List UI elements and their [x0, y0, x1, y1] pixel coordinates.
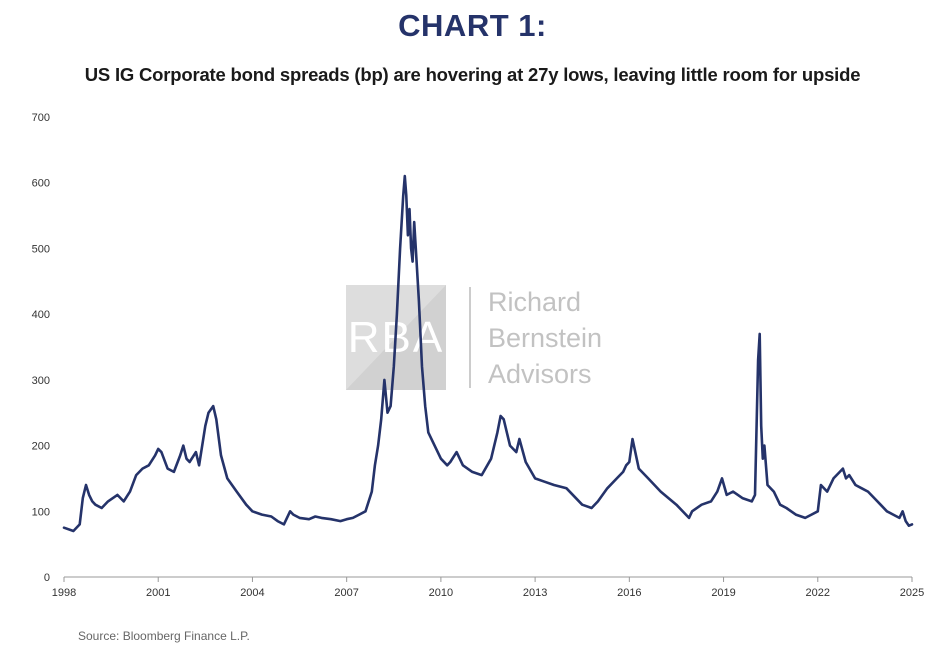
y-tick-label: 0 — [44, 572, 50, 584]
chart-title: US IG Corporate bond spreads (bp) are ho… — [84, 64, 861, 85]
y-axis-ticks: 0 100 200 300 400 500 600 700 — [32, 112, 50, 584]
watermark-logo: RBA Richard Bernstein Advisors — [346, 285, 602, 390]
y-tick-label: 100 — [32, 506, 50, 518]
y-tick-label: 300 — [32, 375, 50, 387]
x-tick-label: 2025 — [900, 587, 924, 599]
series-line-ig-spread — [62, 174, 914, 533]
x-tick-label: 2016 — [617, 587, 641, 599]
x-tick-label: 2007 — [334, 587, 358, 599]
watermark-line-2: Bernstein — [488, 323, 602, 353]
y-tick-label: 700 — [32, 112, 50, 124]
y-tick-label: 600 — [32, 178, 50, 190]
x-axis-ticks: 1998 2001 2004 2007 2010 2013 2016 2019 2022 2025 — [52, 577, 924, 599]
x-tick-label: 2004 — [240, 587, 264, 599]
series-group — [62, 174, 914, 533]
x-tick-label: 2010 — [429, 587, 453, 599]
x-tick-label: 2022 — [806, 587, 830, 599]
x-tick-label: 2013 — [523, 587, 547, 599]
watermark-line-1: Richard — [488, 287, 581, 317]
y-tick-label: 200 — [32, 441, 50, 453]
x-tick-label: 2001 — [146, 587, 170, 599]
source-note: Source: Bloomberg Finance L.P. — [78, 629, 250, 643]
x-tick-label: 1998 — [52, 587, 76, 599]
x-tick-label: 2019 — [711, 587, 735, 599]
watermark-line-3: Advisors — [488, 359, 592, 389]
y-tick-label: 400 — [32, 309, 50, 321]
chart-number: CHART 1: — [398, 8, 547, 43]
y-tick-label: 500 — [32, 243, 50, 255]
